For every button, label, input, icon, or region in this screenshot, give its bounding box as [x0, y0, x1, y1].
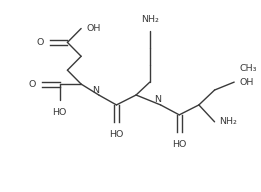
Text: HO: HO	[109, 130, 124, 139]
Text: NH₂: NH₂	[220, 117, 237, 126]
Text: O: O	[37, 38, 44, 47]
Text: HO: HO	[172, 140, 186, 149]
Text: OH: OH	[239, 78, 253, 87]
Text: HO: HO	[52, 108, 67, 117]
Text: OH: OH	[86, 24, 100, 33]
Text: N: N	[92, 86, 99, 94]
Text: NH₂: NH₂	[141, 15, 159, 24]
Text: N: N	[154, 95, 161, 104]
Text: CH₃: CH₃	[239, 64, 257, 73]
Text: O: O	[29, 80, 36, 89]
